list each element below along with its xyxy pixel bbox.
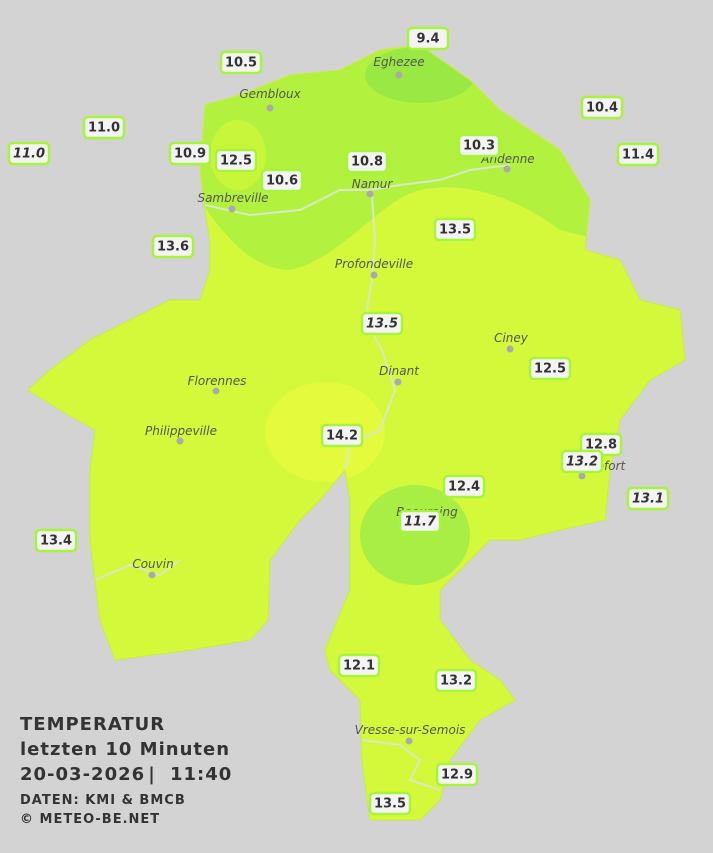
station-value: 9.4 xyxy=(416,32,439,47)
station-value: 12.4 xyxy=(448,480,480,495)
separator: | xyxy=(148,764,156,785)
place-name: Florennes xyxy=(188,374,247,388)
place-dot xyxy=(228,205,236,213)
station-box xyxy=(580,95,624,120)
station-value: 10.8 xyxy=(351,155,383,170)
subtitle: letzten 10 Minuten xyxy=(20,739,230,760)
station-box xyxy=(82,115,126,140)
station-value: 11.0 xyxy=(13,147,45,162)
station-box xyxy=(219,50,263,75)
station-value: 11.7 xyxy=(404,515,437,530)
river xyxy=(94,559,181,581)
station-value: 10.5 xyxy=(225,56,257,71)
station-value: 12.8 xyxy=(585,438,617,453)
place-dot xyxy=(266,104,274,112)
place-dot xyxy=(506,345,514,353)
credit-data: DATEN: KMI & BMCB xyxy=(20,793,186,808)
station-value: 13.5 xyxy=(366,317,398,332)
station-value: 10.9 xyxy=(174,147,206,162)
place-dot xyxy=(395,71,403,79)
date: 20-03-2026 xyxy=(20,764,145,785)
place-name: Dinant xyxy=(379,364,420,378)
station-box xyxy=(616,142,660,167)
place-dot xyxy=(366,190,374,198)
station-box xyxy=(151,234,195,259)
station-box xyxy=(260,168,304,193)
station-box xyxy=(406,26,450,51)
station-value: 13.2 xyxy=(440,674,472,689)
time: 11:40 xyxy=(170,764,232,785)
place-name: Eghezee xyxy=(373,55,424,69)
place-name: Sambreville xyxy=(197,191,268,205)
station-value: 11.0 xyxy=(88,121,120,136)
station-box xyxy=(435,762,479,787)
station-box xyxy=(34,528,78,553)
place-name: Profondeville xyxy=(335,257,413,271)
title: TEMPERATUR xyxy=(20,714,165,735)
station-value: 13.5 xyxy=(374,797,406,812)
station-value: 12.5 xyxy=(534,362,566,377)
station-box xyxy=(168,141,212,166)
place-name: Philippeville xyxy=(145,424,217,438)
river xyxy=(204,164,511,217)
station-box xyxy=(528,356,572,381)
credit-site: © METEO-BE.NET xyxy=(20,812,160,827)
station-value: 13.6 xyxy=(157,240,189,255)
place-name: Namur xyxy=(352,177,394,191)
stations: 9.4 10.5 10.4 11.0 11.0 10.9 12.5 10.8 10.3 11.4 1… xyxy=(7,26,670,816)
station-value: 10.3 xyxy=(463,139,495,154)
station-box xyxy=(457,133,501,158)
place-name: Couvin xyxy=(132,557,173,571)
station-value: 13.5 xyxy=(439,223,471,238)
place-name: Gembloux xyxy=(239,87,301,101)
place-dot xyxy=(578,472,586,480)
station-box xyxy=(626,486,670,511)
station-box xyxy=(433,217,477,242)
place-name: Ciney xyxy=(494,331,529,345)
station-value: 10.6 xyxy=(266,174,298,189)
station-value: 11.4 xyxy=(622,148,654,163)
station-box xyxy=(320,423,364,448)
station-value: 12.1 xyxy=(343,659,375,674)
station-value: 12.9 xyxy=(441,768,473,783)
place-dot xyxy=(370,271,378,279)
place-name: Vresse-sur-Semois xyxy=(355,723,466,737)
station-value: 12.5 xyxy=(220,154,252,169)
station-box xyxy=(368,791,412,816)
station-box xyxy=(337,653,381,678)
places: EghezeeGemblouxAndenneNamurSambrevillePr… xyxy=(132,55,627,745)
station-value: 14.2 xyxy=(326,429,358,444)
place-dot xyxy=(405,737,413,745)
station-box xyxy=(560,449,604,474)
station-value: 13.2 xyxy=(566,455,598,470)
station-box xyxy=(7,141,51,166)
place-dot xyxy=(176,437,184,445)
zone-cool-south xyxy=(360,485,470,585)
station-value: 13.4 xyxy=(40,534,72,549)
station-box xyxy=(360,311,404,336)
station-box xyxy=(214,148,258,173)
station-box xyxy=(434,668,478,693)
river xyxy=(361,739,441,791)
station-box xyxy=(345,149,389,174)
station-value: 13.1 xyxy=(632,492,664,507)
place-dot xyxy=(503,165,511,173)
station-box xyxy=(398,509,442,534)
place-dot xyxy=(394,378,402,386)
station-box xyxy=(442,474,486,499)
place-dot xyxy=(212,387,220,395)
station-value: 10.4 xyxy=(586,101,618,116)
place-dot xyxy=(148,571,156,579)
